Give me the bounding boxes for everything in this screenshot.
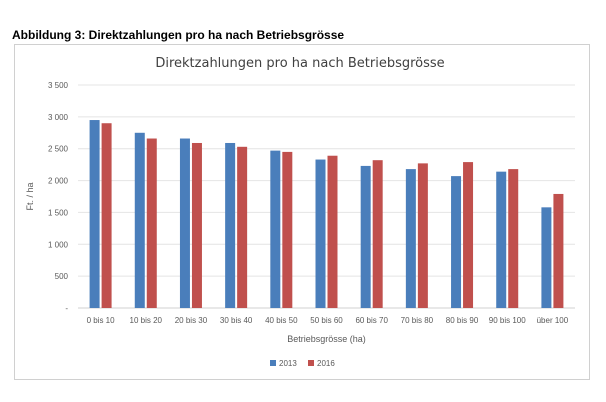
figure-title: Abbildung 3: Direktzahlungen pro ha nach… — [12, 28, 345, 42]
bar-2016-8 — [463, 162, 474, 308]
y-tick-label: 3 000 — [48, 113, 69, 122]
bar-2013-6 — [360, 165, 371, 308]
x-axis-label: Betriebsgrösse (ha) — [287, 334, 366, 344]
bar-2016-9 — [508, 169, 519, 308]
y-tick-label: 1 000 — [48, 240, 69, 249]
y-tick-label: 2 000 — [48, 177, 69, 186]
chart-title: Direktzahlungen pro ha nach Betriebsgrös… — [155, 56, 444, 71]
bar-2016-7 — [417, 163, 428, 308]
x-tick-label: 40 bis 50 — [265, 316, 298, 325]
x-tick-label: 30 bis 40 — [220, 316, 253, 325]
bar-2016-6 — [372, 160, 383, 308]
legend-swatch-2016 — [308, 360, 314, 366]
x-tick-label: 50 bis 60 — [310, 316, 343, 325]
legend-label-2013: 2013 — [279, 359, 297, 368]
y-tick-label: 3 500 — [48, 81, 69, 90]
x-tick-label: 80 bis 90 — [446, 316, 479, 325]
bar-2013-3 — [225, 142, 236, 308]
legend-swatch-2013 — [270, 360, 276, 366]
bar-2013-9 — [496, 171, 507, 308]
legend-label-2016: 2016 — [317, 359, 335, 368]
bar-2013-7 — [405, 169, 416, 308]
bar-2016-2 — [191, 142, 202, 308]
bar-2016-10 — [553, 193, 564, 308]
bar-2016-1 — [146, 138, 157, 308]
bar-2013-1 — [134, 132, 145, 308]
bar-2016-0 — [101, 123, 112, 308]
x-tick-label: 70 bis 80 — [401, 316, 434, 325]
bar-2013-5 — [315, 159, 326, 308]
y-tick-label: 500 — [55, 272, 69, 281]
bar-2016-3 — [237, 146, 248, 308]
bar-2016-5 — [327, 155, 338, 308]
x-tick-label: 0 bis 10 — [87, 316, 116, 325]
bar-2013-4 — [270, 150, 281, 308]
y-tick-label: 1 500 — [48, 208, 69, 217]
x-tick-label: 10 bis 20 — [130, 316, 163, 325]
bar-2013-10 — [541, 207, 552, 308]
x-tick-label: 20 bis 30 — [175, 316, 208, 325]
bar-2013-8 — [451, 176, 462, 308]
chart-frame — [14, 44, 590, 380]
x-tick-label: über 100 — [537, 316, 569, 325]
x-tick-label: 90 bis 100 — [489, 316, 526, 325]
bar-2016-4 — [282, 151, 293, 308]
y-tick-label: 2 500 — [48, 145, 69, 154]
bar-2013-2 — [179, 138, 190, 308]
x-tick-label: 60 bis 70 — [355, 316, 388, 325]
y-tick-label: - — [65, 304, 68, 313]
y-axis-label: Ft. / ha — [25, 182, 35, 210]
bar-2013-0 — [89, 120, 100, 309]
